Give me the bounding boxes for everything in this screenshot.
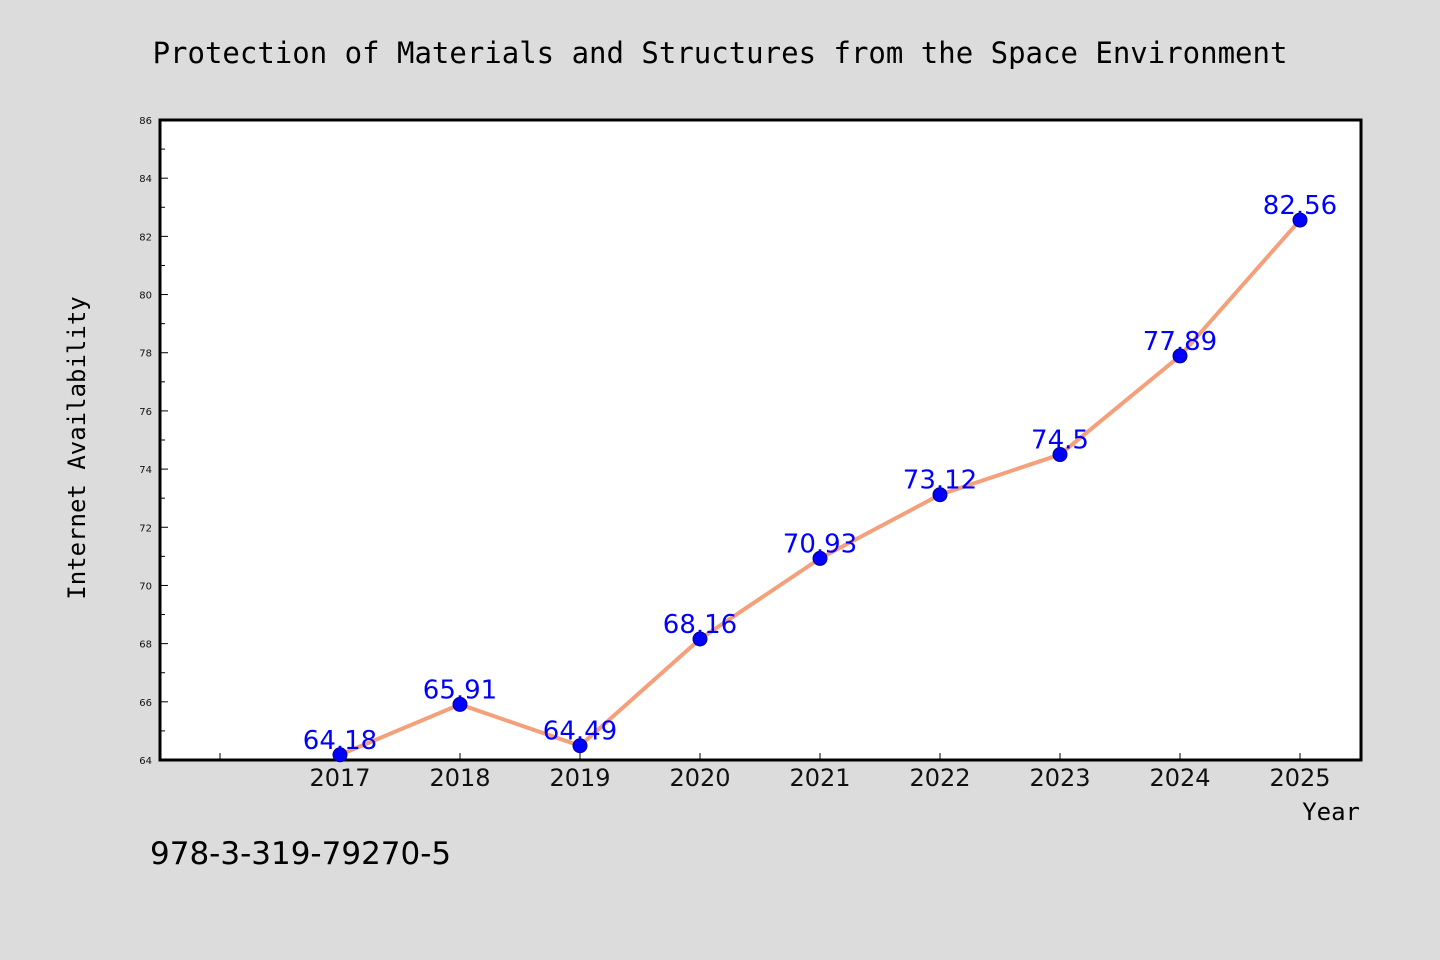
data-label: 82.56 xyxy=(1263,191,1337,221)
y-tick-label: 78 xyxy=(139,349,152,360)
data-point xyxy=(1172,348,1188,364)
y-tick-label: 76 xyxy=(139,407,152,418)
y-tick-label: 80 xyxy=(139,291,152,302)
y-tick-label: 70 xyxy=(139,581,152,592)
data-label: 65.91 xyxy=(423,675,497,705)
y-tick-label: 84 xyxy=(139,174,152,185)
data-point xyxy=(1292,212,1308,228)
y-tick-label: 66 xyxy=(139,698,152,709)
x-axis-label: Year xyxy=(1302,798,1360,826)
data-point xyxy=(332,747,348,763)
x-tick-label: 2017 xyxy=(309,764,370,792)
data-point xyxy=(1052,447,1068,463)
x-tick-label: 2024 xyxy=(1149,764,1210,792)
y-tick-label: 68 xyxy=(139,640,152,651)
data-label: 64.18 xyxy=(303,726,377,756)
y-axis: 64 66 68 70 72 74 76 78 80 82 84 86 xyxy=(139,116,168,767)
data-label: 77.89 xyxy=(1143,327,1217,357)
y-tick-label: 86 xyxy=(139,116,152,127)
x-tick-label: 2023 xyxy=(1029,764,1090,792)
data-label: 64.49 xyxy=(543,717,617,747)
data-point xyxy=(812,550,828,566)
y-tick-label: 64 xyxy=(139,756,152,767)
y-tick-label: 74 xyxy=(139,465,152,476)
footer-isbn: 978-3-319-79270-5 xyxy=(150,836,451,872)
data-label: 74.5 xyxy=(1031,426,1089,456)
x-tick-label: 2019 xyxy=(549,764,610,792)
x-tick-label: 2022 xyxy=(909,764,970,792)
chart-title: Protection of Materials and Structures f… xyxy=(153,36,1288,70)
data-point xyxy=(692,631,708,647)
y-tick-label: 82 xyxy=(139,232,152,243)
x-axis: 2017 2018 2019 2020 2021 2022 2023 2024 2025 xyxy=(219,753,1331,792)
x-tick-label: 2020 xyxy=(669,764,730,792)
data-label: 73.12 xyxy=(903,466,977,496)
x-tick-label: 2018 xyxy=(429,764,490,792)
data-point xyxy=(452,696,468,712)
data-point xyxy=(932,487,948,503)
x-tick-label: 2025 xyxy=(1269,764,1330,792)
plot-area xyxy=(158,118,1363,762)
data-point xyxy=(572,738,588,754)
y-tick-label: 72 xyxy=(139,523,152,534)
data-label: 70.93 xyxy=(783,529,857,559)
x-tick-label: 2021 xyxy=(789,764,850,792)
data-label: 68.16 xyxy=(663,610,737,640)
y-axis-label: Internet Availability xyxy=(63,296,91,599)
series-layer: 64.18 65.91 64.49 68.16 70.93 73.12 74.5 77.89 8… xyxy=(303,191,1337,763)
